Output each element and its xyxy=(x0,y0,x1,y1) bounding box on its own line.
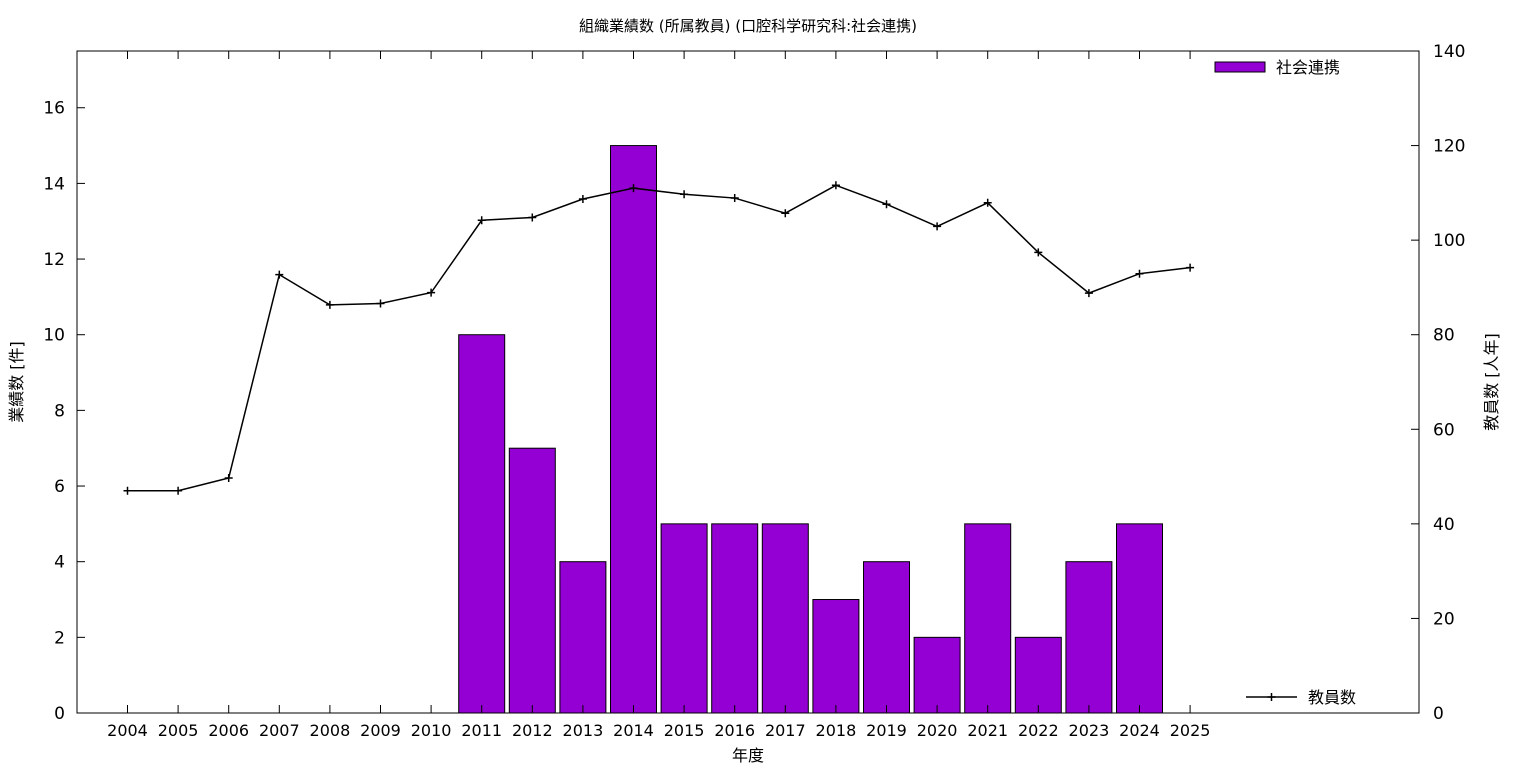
x-tick-label-2014: 2014 xyxy=(613,721,654,740)
y-tick-label-14: 14 xyxy=(43,174,65,194)
line-point-2008 xyxy=(325,300,334,309)
line-series-教員数 xyxy=(127,184,1191,492)
bar-2021 xyxy=(964,523,1012,714)
x-tick-label-2007: 2007 xyxy=(259,721,300,740)
legend-bar-swatch xyxy=(1214,61,1266,73)
x-tick-label-2022: 2022 xyxy=(1018,721,1059,740)
line-point-2016 xyxy=(730,194,739,203)
x-tick-label-2016: 2016 xyxy=(714,721,755,740)
y-tick-label-2: 2 xyxy=(54,628,65,648)
line-point-2007 xyxy=(275,270,284,279)
x-tick-label-2025: 2025 xyxy=(1170,721,1211,740)
bar-2015 xyxy=(660,523,708,714)
bar-2012 xyxy=(508,447,556,714)
x-tick-label-2013: 2013 xyxy=(563,721,604,740)
x-tick-label-2018: 2018 xyxy=(816,721,857,740)
x-tick-label-2004: 2004 xyxy=(107,721,148,740)
line-point-2025 xyxy=(1186,263,1195,272)
line-point-2014 xyxy=(629,184,638,193)
y2-tick-label-0: 0 xyxy=(1433,704,1444,724)
plot-area: 0 2 4 6 8 10 12 14 16 0 20 40 60 80 100 120 140 2004 2005 2… xyxy=(43,42,1465,740)
x-tick-label-2012: 2012 xyxy=(512,721,553,740)
bar-2023 xyxy=(1065,561,1113,714)
line-point-2024 xyxy=(1135,269,1144,278)
line-point-2010 xyxy=(427,288,436,297)
x-tick-label-2008: 2008 xyxy=(310,721,351,740)
y2-tick-label-100: 100 xyxy=(1433,231,1465,251)
bar-2011 xyxy=(458,334,506,714)
y2-tick-label-60: 60 xyxy=(1433,420,1455,440)
y2-axis-label: 教員数 [人年] xyxy=(1482,333,1501,431)
line-point-2005 xyxy=(174,486,183,495)
bar-2013 xyxy=(559,561,607,714)
line-point-2009 xyxy=(376,299,385,308)
line-point-2004 xyxy=(123,486,132,495)
y2-tick-label-80: 80 xyxy=(1433,326,1455,346)
bar-2020 xyxy=(913,636,961,714)
line-point-2022 xyxy=(1034,248,1043,257)
bar-2014 xyxy=(610,145,657,714)
x-tick-label-2024: 2024 xyxy=(1119,721,1160,740)
legend-line-label: 教員数 xyxy=(1308,688,1356,707)
x-tick-label-2023: 2023 xyxy=(1069,721,1110,740)
plot-frame xyxy=(76,50,1420,714)
y-tick-label-8: 8 xyxy=(54,401,65,421)
legend-line-marker xyxy=(1267,693,1276,701)
y-tick-label-6: 6 xyxy=(54,477,65,497)
y-tick-label-10: 10 xyxy=(43,326,65,346)
x-tick-label-2019: 2019 xyxy=(866,721,907,740)
bar-2022 xyxy=(1014,636,1062,714)
line-point-2023 xyxy=(1084,289,1093,298)
bar-2024 xyxy=(1116,523,1163,714)
bar-2016 xyxy=(711,523,759,714)
y-axis-label: 業績数 [件] xyxy=(7,341,26,423)
line-point-2019 xyxy=(882,200,891,209)
line-point-2020 xyxy=(933,222,942,231)
line-point-2013 xyxy=(578,195,587,204)
x-tick-label-2011: 2011 xyxy=(461,721,502,740)
y-tick-label-0: 0 xyxy=(54,704,65,724)
line-point-2018 xyxy=(831,181,840,190)
bar-2019 xyxy=(863,561,910,714)
y2-tick-label-40: 40 xyxy=(1433,515,1455,535)
bar-2017 xyxy=(761,523,809,714)
x-tick-label-2010: 2010 xyxy=(411,721,452,740)
legend-bar-label: 社会連携 xyxy=(1276,58,1340,77)
y2-tick-label-120: 120 xyxy=(1433,137,1465,157)
x-tick-label-2017: 2017 xyxy=(765,721,806,740)
line-point-2015 xyxy=(680,190,689,199)
y2-tick-label-140: 140 xyxy=(1433,42,1465,62)
bar-2018 xyxy=(812,599,860,714)
y-tick-label-12: 12 xyxy=(43,250,65,270)
x-tick-label-2009: 2009 xyxy=(360,721,401,740)
line-point-2021 xyxy=(983,198,992,207)
x-tick-label-2015: 2015 xyxy=(664,721,705,740)
x-tick-label-2006: 2006 xyxy=(208,721,249,740)
y2-tick-label-20: 20 xyxy=(1433,609,1455,629)
x-tick-label-2021: 2021 xyxy=(967,721,1008,740)
line-point-2006 xyxy=(224,473,233,482)
x-tick-label-2020: 2020 xyxy=(917,721,958,740)
chart-title: 組織業績数 (所属教員) (口腔科学研究科:社会連携) xyxy=(579,17,917,35)
y-tick-label-4: 4 xyxy=(54,553,65,573)
line-point-2012 xyxy=(528,213,537,222)
x-axis-label: 年度 xyxy=(732,746,764,765)
line-point-2011 xyxy=(477,216,486,225)
line-point-2017 xyxy=(781,209,790,218)
x-tick-label-2005: 2005 xyxy=(158,721,199,740)
y-tick-label-16: 16 xyxy=(43,99,65,119)
